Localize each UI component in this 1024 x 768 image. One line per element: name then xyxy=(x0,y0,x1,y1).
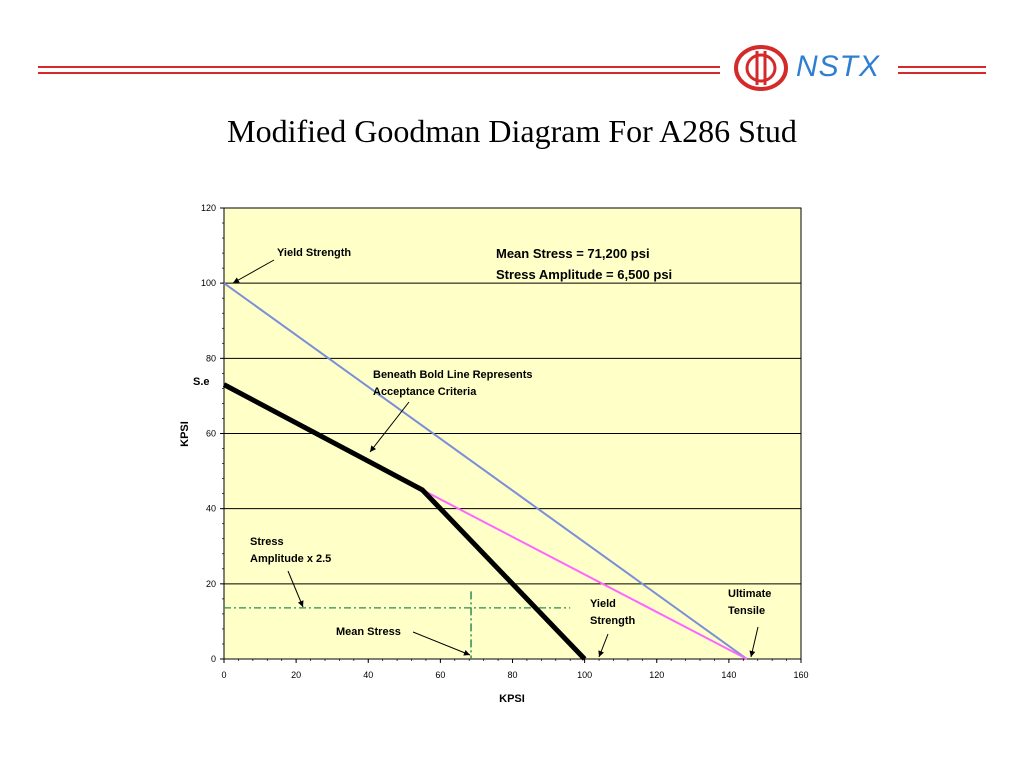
x-tick-label: 80 xyxy=(507,670,517,680)
arrow-yield-strength-top-head xyxy=(233,277,240,283)
y-tick-label: 80 xyxy=(206,353,216,363)
annotation-stress-amp-line-2: Amplitude x 2.5 xyxy=(250,553,331,565)
stress-guides xyxy=(224,591,571,659)
arrow-mean-stress xyxy=(412,631,471,656)
arrow-yield-strength-top xyxy=(232,259,275,284)
annotation-stress-amplitude-value: Stress Amplitude = 6,500 psi xyxy=(496,267,672,282)
x-tick-label: 0 xyxy=(221,670,226,680)
annotation-stress-amp-line-1: Stress xyxy=(250,536,284,548)
se-label: S.e xyxy=(193,376,210,388)
annotation-yield-strength-top: Yield Strength xyxy=(277,247,351,259)
series-lines xyxy=(222,282,748,661)
series-line-2 xyxy=(421,488,748,660)
y-tick-label: 100 xyxy=(201,278,216,288)
slide-title: Modified Goodman Diagram For A286 Stud xyxy=(227,113,797,149)
header-rule-left-bottom xyxy=(38,72,720,74)
arrow-stress-amplitude-head xyxy=(297,600,304,607)
arrow-stress-amplitude xyxy=(287,570,304,608)
header-rule-left-top xyxy=(38,66,720,68)
x-axis-ticks: 0 20 40 60 80 100 120 140 160 xyxy=(221,659,809,680)
annotation-yield-bottom-1: Yield xyxy=(590,598,616,610)
y-tick-label: 0 xyxy=(211,654,216,664)
header-rule-right-top xyxy=(898,66,986,68)
y-tick-label: 40 xyxy=(206,504,216,514)
arrow-beneath-line xyxy=(369,401,410,453)
x-tick-label: 120 xyxy=(649,670,664,680)
header-rule-right-bottom xyxy=(898,72,986,74)
y-tick-label: 20 xyxy=(206,579,216,589)
logo-text: NSTX xyxy=(796,50,881,83)
arrow-ultimate-tensile-head xyxy=(749,650,756,657)
annotation-mean-stress-value: Mean Stress = 71,200 psi xyxy=(496,246,650,261)
x-tick-label: 40 xyxy=(363,670,373,680)
arrow-yield-bottom-head xyxy=(598,650,604,657)
annotation-yield-bottom-2: Strength xyxy=(590,615,636,627)
x-tick-label: 100 xyxy=(577,670,592,680)
annotation-ultimate-2: Tensile xyxy=(728,605,765,617)
x-tick-label: 160 xyxy=(793,670,808,680)
annotation-beneath-line-2: Acceptance Criteria xyxy=(373,386,477,398)
y-tick-label: 60 xyxy=(206,429,216,439)
x-tick-label: 140 xyxy=(721,670,736,680)
nstx-logo-icon xyxy=(734,45,788,91)
y-axis-label: KPSI xyxy=(179,421,191,447)
series-line-1 xyxy=(223,282,748,660)
arrow-beneath-line-head xyxy=(370,445,377,452)
y-axis-ticks: 0 20 40 60 80 100 120 xyxy=(201,203,224,664)
x-tick-label: 60 xyxy=(435,670,445,680)
x-axis-label: KPSI xyxy=(499,693,525,705)
series-line-3 xyxy=(222,382,587,661)
annotation-ultimate-1: Ultimate xyxy=(728,588,771,600)
annotation-arrows xyxy=(232,259,759,658)
annotation-mean-stress: Mean Stress xyxy=(336,626,401,638)
y-tick-label: 120 xyxy=(201,203,216,213)
annotation-beneath-line-1: Beneath Bold Line Represents xyxy=(373,369,533,381)
arrow-mean-stress-head xyxy=(463,649,470,656)
x-tick-label: 20 xyxy=(291,670,301,680)
